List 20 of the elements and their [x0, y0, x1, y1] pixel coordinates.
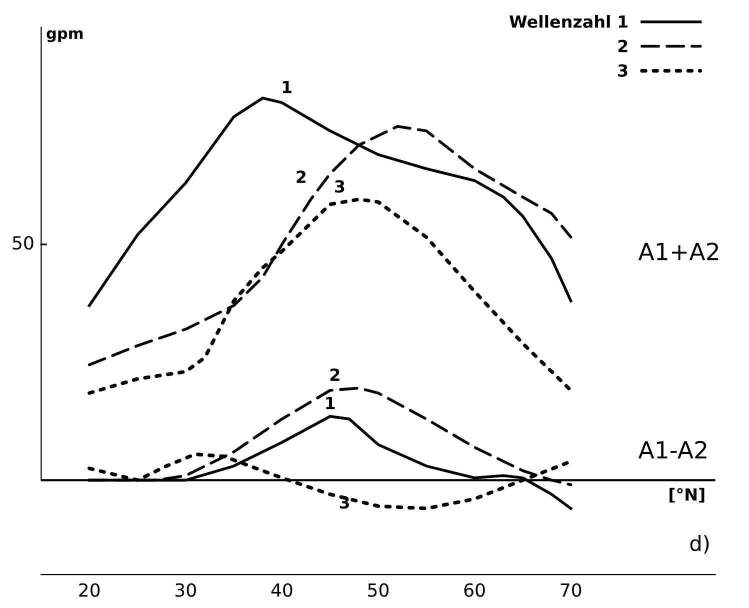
x-tick-label: 20 — [79, 583, 100, 597]
legend-label: Wellenzahl 1 — [510, 15, 628, 28]
annotation: A1+A2 — [638, 242, 718, 260]
annotation: 1 — [326, 396, 335, 410]
x-tick-label: 60 — [464, 583, 485, 597]
annotation: 2 — [330, 368, 340, 381]
text: 1 — [282, 80, 292, 94]
text: 50 — [12, 236, 34, 250]
y-axis-title: gpm — [46, 30, 83, 42]
x-axis-title: [°N] — [670, 488, 704, 503]
x-tick-label: 30 — [176, 583, 196, 597]
x-tick-label: 50 — [368, 583, 389, 597]
legend-label: 2 — [618, 40, 628, 52]
x-tick-label: 70 — [560, 583, 582, 597]
annotation: A1-A2 — [638, 440, 706, 458]
text: d) — [690, 535, 709, 554]
legend-label: 3 — [618, 64, 628, 77]
annotation: 2 — [296, 170, 306, 183]
x-tick-label: 40 — [271, 583, 292, 597]
annotation: 3 — [335, 180, 344, 193]
